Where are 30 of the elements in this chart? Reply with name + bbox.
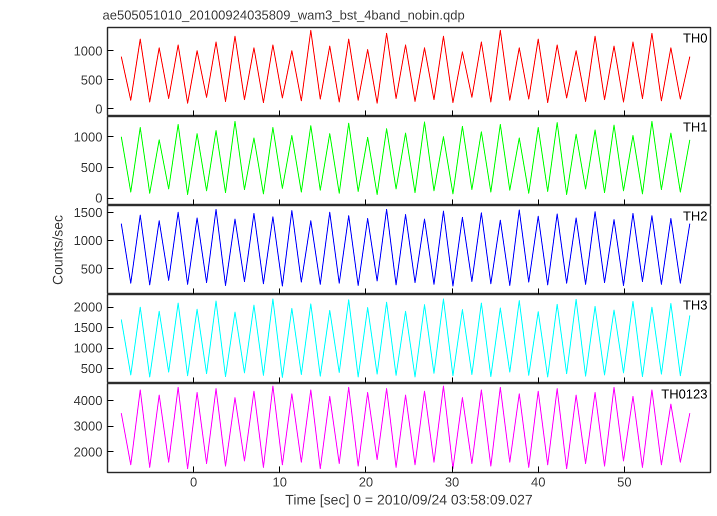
y-tick-label: 1500 [74, 320, 102, 336]
y-tick-label: 4000 [74, 392, 102, 408]
y-tick-label: 500 [80, 160, 103, 175]
y-tick-label: 2000 [74, 300, 102, 315]
chart-title: ae505051010_20100924035809_wam3_bst_4band_nobin.qdp [102, 8, 465, 22]
x-tick-label: 50 [617, 474, 632, 490]
x-tick-label: 40 [530, 474, 546, 490]
y-tick-label: 500 [80, 361, 103, 376]
x-tick-label: 0 [190, 474, 198, 490]
series-label: TH0123 [661, 386, 708, 402]
y-tick-label: 1000 [74, 340, 102, 356]
series-label: TH1 [682, 120, 708, 134]
y-tick-label: 1000 [74, 43, 102, 58]
series-label: TH0 [682, 30, 708, 46]
y-tick-label: 1000 [74, 233, 102, 248]
y-tick-label: 1500 [74, 204, 102, 220]
x-tick-label: 10 [272, 474, 288, 490]
y-tick-label: 3000 [74, 418, 102, 434]
y-tick-label: 2000 [74, 444, 102, 460]
y-tick-label: 0 [95, 101, 103, 116]
series-label: TH2 [682, 208, 708, 224]
y-tick-label: 500 [80, 261, 103, 276]
y-tick-label: 0 [95, 190, 103, 206]
x-axis-title: Time [sec] 0 = 2010/09/24 03:58:09.027 [285, 492, 533, 508]
x-tick-label: 30 [444, 474, 460, 490]
x-tick-label: 20 [358, 474, 374, 490]
y-axis-title: Counts/sec [50, 214, 66, 286]
y-tick-label: 500 [80, 72, 103, 88]
y-tick-label: 1000 [74, 129, 102, 144]
series-label: TH3 [682, 298, 708, 312]
